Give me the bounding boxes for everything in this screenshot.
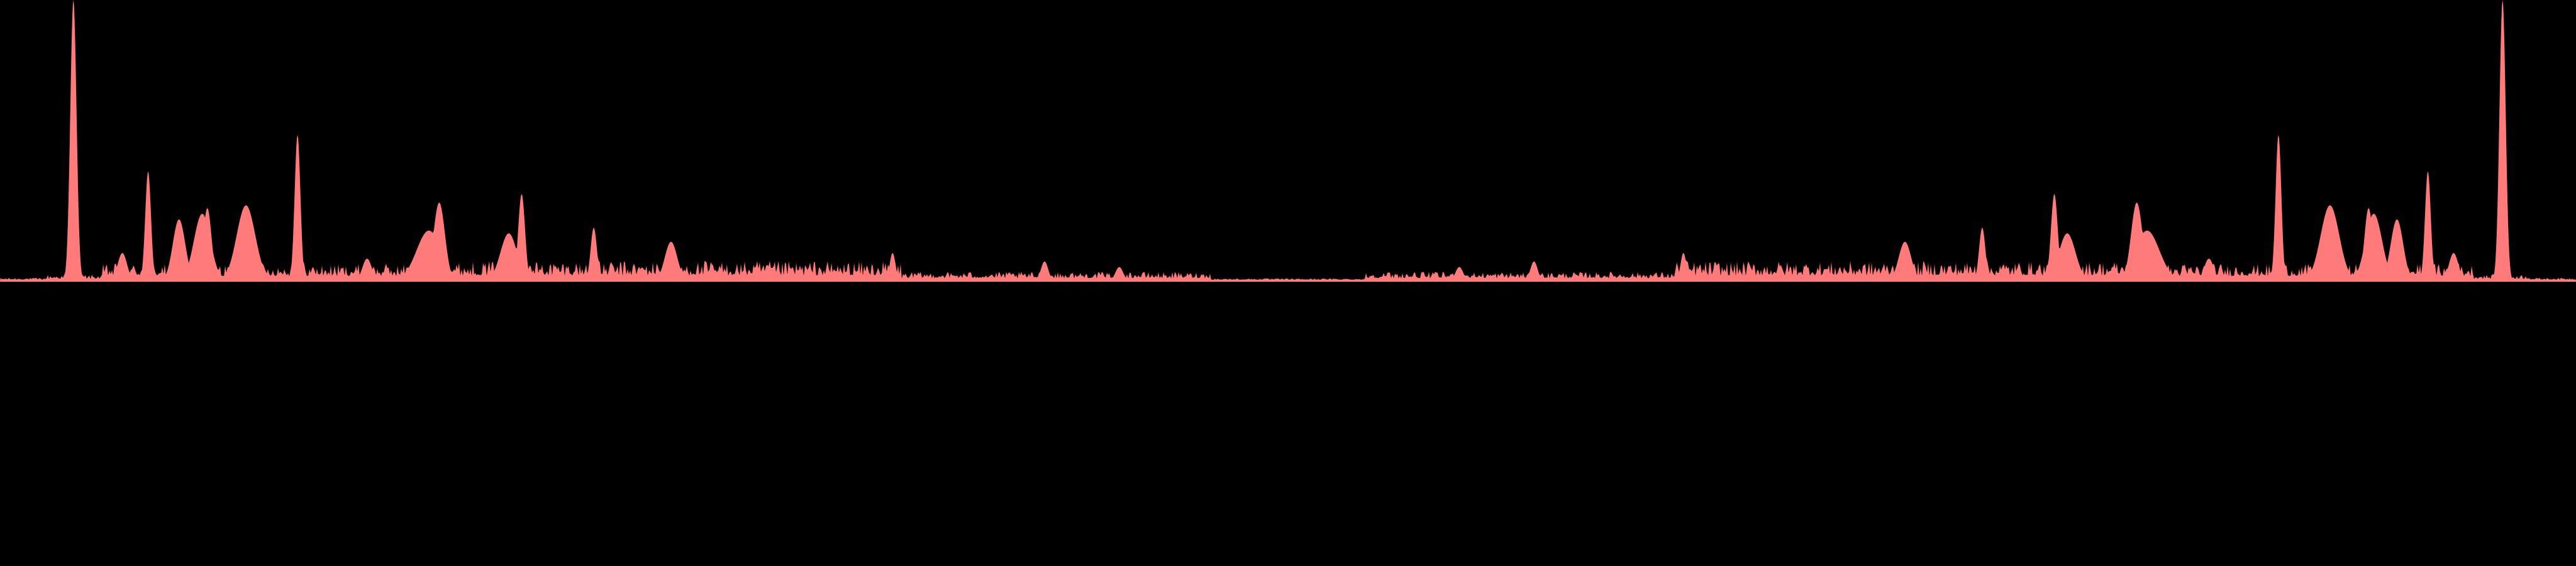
spectrum-peak-6 (191, 208, 224, 281)
spectrum-peak-20 (1519, 261, 1549, 281)
spectrum-peak-4 (154, 219, 204, 281)
spectrum-peak-26 (2114, 202, 2160, 281)
spectrum-peak-34 (2416, 171, 2440, 281)
spectrum-peak-9 (348, 258, 386, 281)
spectrum-peak-21 (1672, 253, 1695, 281)
spectrum-peak-12 (475, 233, 542, 281)
spectrum-peak-18 (1104, 267, 1135, 281)
spectrum-peak-24 (2041, 194, 2068, 281)
spectrum-peak-22 (1880, 241, 1930, 281)
spectrum-peak-15 (646, 241, 696, 281)
spectrum-peak-33 (2372, 219, 2422, 281)
spectrum-peak-1 (61, 0, 86, 281)
spectrum-peak-7 (209, 205, 284, 281)
spectrum-peak-19 (1443, 267, 1475, 281)
spectrum-peak-27 (2097, 230, 2197, 281)
spectrum-peak-13 (508, 194, 535, 281)
spectrum-peak-14 (581, 228, 606, 281)
spectrum-peak-3 (136, 171, 160, 281)
spectrum-peak-29 (2267, 135, 2290, 281)
spectrum-peak-25 (2034, 233, 2101, 281)
spectrum-peak-23 (1970, 228, 1995, 281)
spectrum-peak-10 (379, 230, 479, 281)
spectrum-peak-11 (416, 202, 462, 281)
spectrum-peak-28 (2190, 258, 2228, 281)
spectrum-peak-16 (881, 253, 904, 281)
spectrum-peak-5 (169, 213, 235, 281)
spectrum-peak-30 (2292, 205, 2367, 281)
spectrum-peak-32 (2341, 213, 2407, 281)
spectrum-peak-2 (104, 253, 142, 281)
spectrum-marks (0, 0, 2576, 282)
spectrum-peak-8 (286, 135, 309, 281)
spectrum-peak-35 (2434, 253, 2472, 281)
spectrum-peak-36 (2490, 0, 2515, 281)
spectrum-peak-17 (1030, 261, 1059, 281)
